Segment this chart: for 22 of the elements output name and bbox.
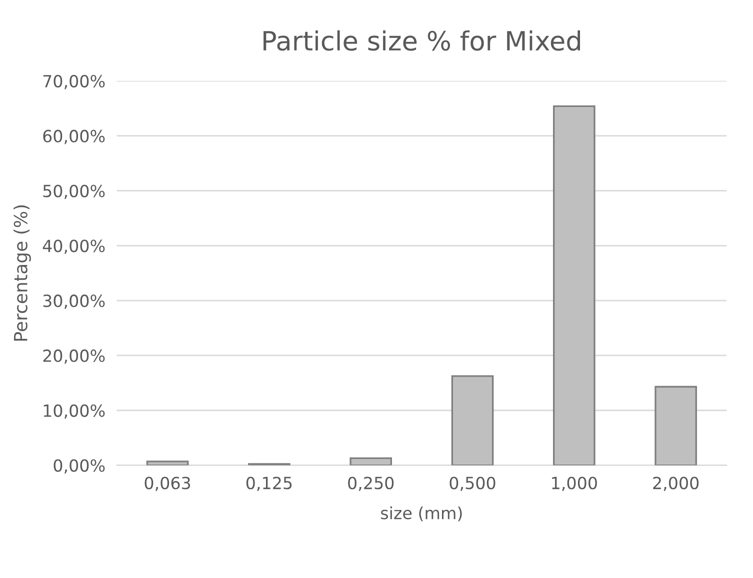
x-tick-label: 0,500 [450,476,496,492]
y-axis-title: Percentage (%) [13,205,31,341]
bar [654,386,697,466]
y-tick-label: 60,00% [43,130,105,144]
y-tick-label: 10,00% [44,404,105,419]
bar [146,460,189,466]
y-tick-label: 30,00% [43,294,105,309]
y-tick-label: 40,00% [42,240,105,254]
x-tick-label: 2,000 [653,476,699,492]
bar [350,457,392,466]
y-tick-label: 70,00% [43,74,105,90]
y-tick-label: 50,00% [43,184,105,200]
x-tick-label: 0,063 [144,476,190,492]
bar [552,105,596,466]
x-tick-label: 0,250 [348,476,394,492]
bar [451,375,494,466]
x-axis-title: size (mm) [381,506,462,522]
y-tick-label: 20,00% [43,349,105,364]
x-tick-label: 1,000 [552,476,597,492]
chart-title: Particle size % for Mixed [264,30,580,51]
x-tick-label: 0,125 [246,476,292,492]
y-tick-label: 0,00% [54,459,105,474]
